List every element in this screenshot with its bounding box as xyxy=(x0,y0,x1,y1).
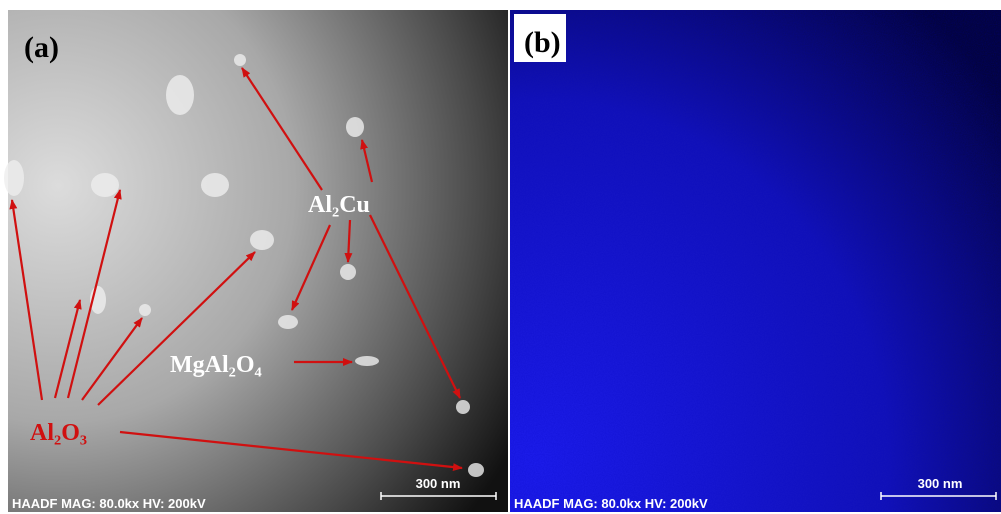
footer: HAADF MAG: 80.0kx HV: 200kV xyxy=(12,496,206,511)
page: (a) Al₂O₃ Al₂Cu MgAl₂O₄ HAADF MAG: 80.0k… xyxy=(0,0,1001,514)
scale-bar-label: 300 nm xyxy=(416,476,461,491)
noise xyxy=(510,10,1001,512)
figure: (a) Al₂O₃ Al₂Cu MgAl₂O₄ HAADF MAG: 80.0k… xyxy=(0,0,1001,514)
scale-bar-label: 300 nm xyxy=(918,476,963,491)
panel-b: (b) HAADF MAG: 80.0kx HV: 200kV 300 nm xyxy=(510,10,1001,512)
annotation: Al₂Cu xyxy=(308,192,370,218)
panel-a: (a) Al₂O₃ Al₂Cu MgAl₂O₄ HAADF MAG: 80.0k… xyxy=(4,10,508,512)
annotation: MgAl₂O₄ xyxy=(170,352,262,378)
annotation: Al₂O₃ xyxy=(30,420,87,446)
panel-label: (b) xyxy=(524,26,561,59)
panel-label: (a) xyxy=(24,31,59,64)
footer: HAADF MAG: 80.0kx HV: 200kV xyxy=(514,496,708,511)
